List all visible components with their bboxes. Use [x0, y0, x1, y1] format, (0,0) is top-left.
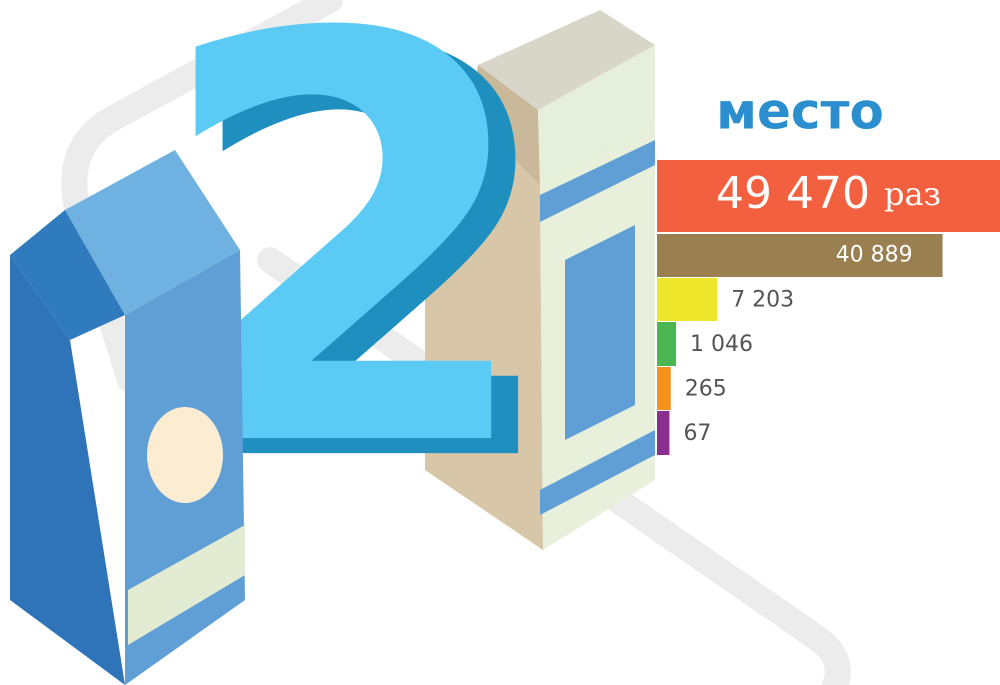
carton-left [10, 150, 245, 685]
value-label: 7 203 [731, 288, 794, 313]
value-label: 49 470 раз [716, 168, 941, 219]
bar [657, 278, 718, 321]
value-label: 1 046 [690, 332, 753, 357]
bar [657, 322, 676, 366]
value-label-number: 49 470 [716, 168, 870, 219]
value-label: 67 [683, 421, 711, 446]
bar [657, 411, 670, 455]
carton-right [425, 10, 655, 550]
bar [657, 367, 671, 410]
value-label: 265 [685, 377, 727, 402]
bar [657, 160, 1000, 232]
value-label: 40 889 [836, 243, 913, 268]
chart-title: место [716, 83, 884, 141]
bar [657, 234, 943, 277]
value-label-unit: раз [884, 175, 941, 213]
